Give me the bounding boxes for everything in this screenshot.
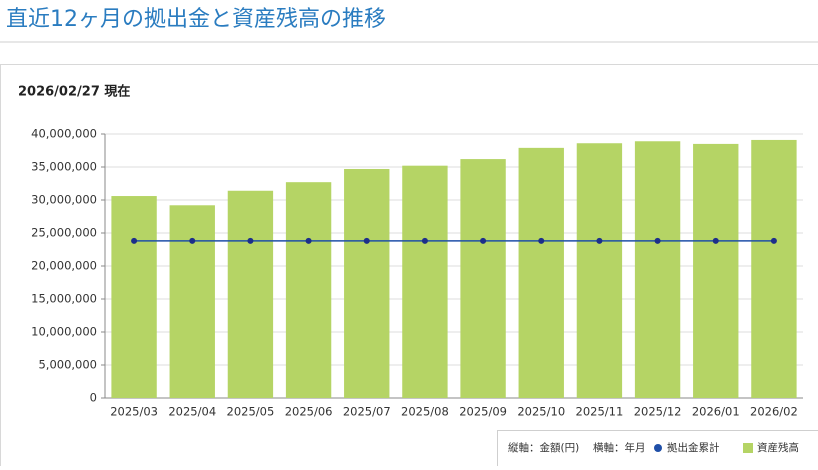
y-tick-label: 0 <box>90 391 97 405</box>
bar <box>577 143 622 398</box>
y-tick-label: 30,000,000 <box>31 193 97 207</box>
x-tick-label: 2025/05 <box>227 405 275 419</box>
y-tick-label: 35,000,000 <box>31 160 97 174</box>
x-tick-label: 2025/09 <box>459 405 507 419</box>
bar <box>460 159 505 398</box>
line-point <box>247 238 253 244</box>
x-tick-label: 2025/07 <box>343 405 391 419</box>
line-point <box>538 238 544 244</box>
y-axis-label: 縦軸：金額(円) <box>508 441 579 454</box>
bar <box>693 144 738 398</box>
bar <box>519 148 564 398</box>
legend-marker <box>654 444 662 452</box>
x-tick-label: 2025/03 <box>110 405 158 419</box>
x-tick-label: 2026/01 <box>692 405 740 419</box>
bar <box>228 191 273 398</box>
page-title: 直近12ヶ月の拠出金と資産残高の推移 <box>6 7 386 32</box>
line-point <box>189 238 195 244</box>
x-tick-label: 2026/02 <box>750 405 798 419</box>
y-tick-label: 40,000,000 <box>31 127 97 141</box>
x-tick-label: 2025/12 <box>634 405 682 419</box>
y-tick-label: 20,000,000 <box>31 259 97 273</box>
bar <box>751 140 796 398</box>
x-tick-label: 2025/08 <box>401 405 449 419</box>
line-point <box>480 238 486 244</box>
bar <box>344 169 389 398</box>
x-tick-label: 2025/10 <box>517 405 565 419</box>
x-tick-label: 2025/11 <box>576 405 624 419</box>
y-tick-label: 25,000,000 <box>31 226 97 240</box>
line-point <box>364 238 370 244</box>
chart-subtitle: 2026/02/27 現在 <box>18 84 130 100</box>
bar <box>402 166 447 398</box>
y-tick-label: 5,000,000 <box>38 358 97 372</box>
line-point <box>422 238 428 244</box>
legend-label: 資産残高 <box>757 441 799 454</box>
y-tick-label: 15,000,000 <box>31 292 97 306</box>
x-tick-label: 2025/04 <box>168 405 216 419</box>
y-tick-label: 10,000,000 <box>31 325 97 339</box>
legend-swatch <box>743 443 753 453</box>
bar <box>286 182 331 398</box>
line-point <box>713 238 719 244</box>
line-point <box>596 238 602 244</box>
bar <box>111 196 156 398</box>
line-point <box>655 238 661 244</box>
x-tick-label: 2025/06 <box>285 405 333 419</box>
bar <box>170 205 215 398</box>
x-axis-label: 横軸：年月 <box>593 441 646 454</box>
legend-label: 拠出金累計 <box>667 441 720 454</box>
line-point <box>771 238 777 244</box>
line-point <box>306 238 312 244</box>
bar <box>635 141 680 398</box>
line-point <box>131 238 137 244</box>
